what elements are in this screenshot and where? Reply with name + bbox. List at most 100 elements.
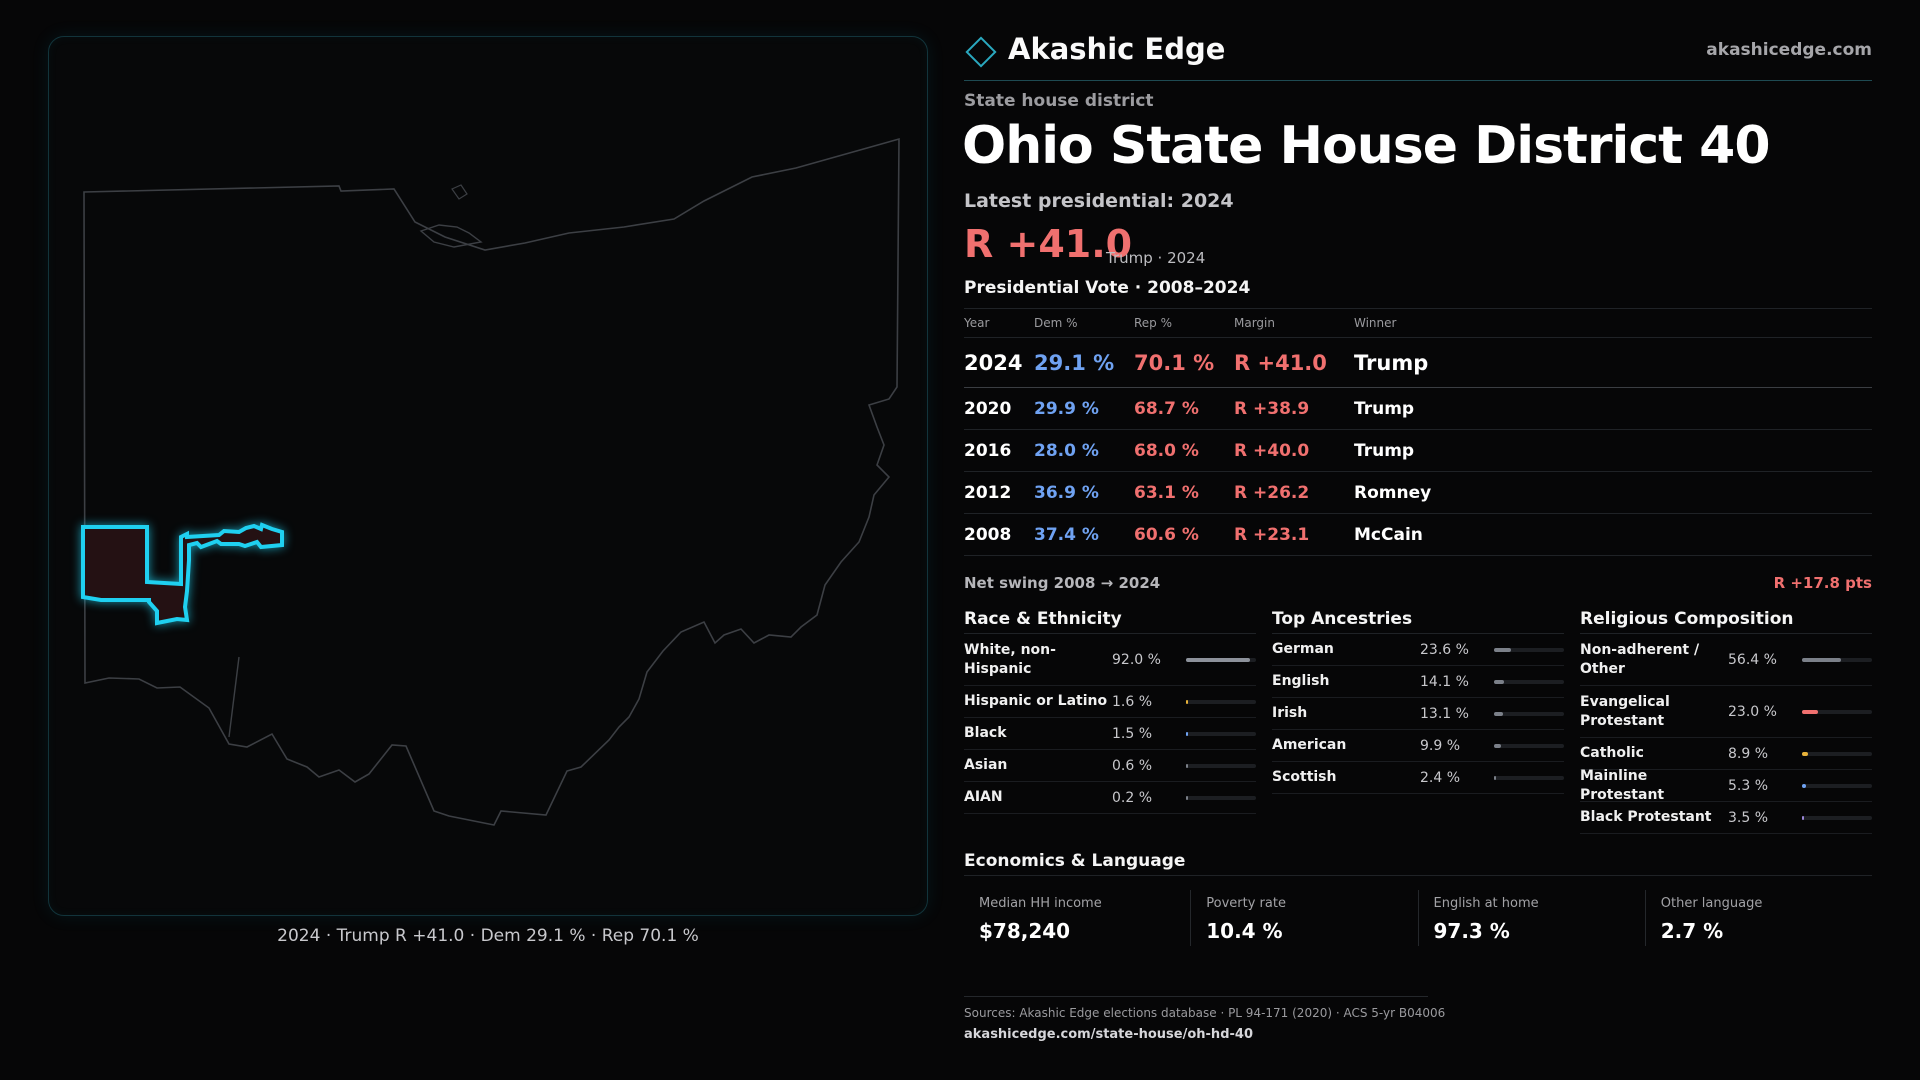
- list-item: Hispanic or Latino 1.6 %: [964, 686, 1256, 718]
- item-label: Scottish: [1272, 769, 1337, 785]
- econ-card: Median HH income $78,240: [964, 890, 1192, 946]
- item-value: 13.1 %: [1420, 705, 1469, 722]
- item-value: 0.2 %: [1112, 789, 1153, 806]
- site-url-link[interactable]: akashicedge.com: [1706, 40, 1872, 60]
- list-item: Non-adherent / Other 56.4 %: [1580, 634, 1872, 686]
- interior-boundary: [228, 656, 240, 738]
- page-title: Ohio State House District 40: [962, 116, 1771, 176]
- cell-rep: 70.1 %: [1134, 350, 1215, 375]
- cell-year: 2016: [964, 440, 1012, 461]
- item-bar-fill: [1494, 679, 1504, 684]
- item-label: German: [1272, 641, 1334, 657]
- item-bar-fill: [1186, 657, 1251, 662]
- cell-winner: Trump: [1354, 350, 1429, 375]
- econ-value: 2.7 %: [1660, 919, 1724, 943]
- item-bar: [1186, 763, 1256, 768]
- cell-winner: Trump: [1354, 440, 1415, 461]
- economics-title: Economics & Language: [964, 846, 1872, 876]
- econ-label: Median HH income: [979, 896, 1102, 911]
- list-item: American 9.9 %: [1272, 730, 1564, 762]
- econ-label: Poverty rate: [1206, 896, 1286, 911]
- race-ethnicity-section: Race & Ethnicity White, non-Hispanic 92.0…: [964, 604, 1256, 814]
- item-value: 23.0 %: [1728, 703, 1777, 720]
- item-bar-fill: [1802, 815, 1805, 820]
- item-label: Asian: [964, 757, 1008, 773]
- cell-margin: R +23.1: [1234, 524, 1310, 545]
- cell-rep: 68.0 %: [1134, 440, 1199, 461]
- item-label: American: [1272, 737, 1347, 753]
- footer-url-link[interactable]: akashicedge.com/state-house/oh-hd-40: [964, 1027, 1253, 1042]
- econ-value: 97.3 %: [1433, 919, 1510, 943]
- item-value: 1.5 %: [1112, 725, 1153, 742]
- economics-cards: Median HH income $78,240 Poverty rate 10.4 …: [964, 890, 1872, 946]
- item-bar: [1494, 711, 1564, 716]
- presidential-vote-title: Presidential Vote · 2008–2024: [964, 278, 1251, 298]
- latest-presidential-label: Latest presidential: 2024: [964, 190, 1234, 212]
- header-divider: [964, 80, 1872, 81]
- brand-name: Akashic Edge: [1008, 32, 1226, 66]
- item-bar-fill: [1494, 775, 1496, 780]
- cell-rep: 60.6 %: [1134, 524, 1199, 545]
- list-item: AIAN 0.2 %: [964, 782, 1256, 814]
- item-value: 8.9 %: [1728, 745, 1769, 762]
- item-value: 0.6 %: [1112, 757, 1153, 774]
- list-item: Black Protestant 3.5 %: [1580, 802, 1872, 834]
- item-value: 14.1 %: [1420, 673, 1469, 690]
- item-label: Hispanic or Latino: [964, 693, 1108, 709]
- item-label: White, non-Hispanic: [964, 641, 1056, 677]
- island-mark: [451, 184, 468, 200]
- cell-year: 2020: [964, 398, 1012, 419]
- table-row: 2012 36.9 % 63.1 % R +26.2 Romney: [964, 472, 1872, 514]
- religion-section: Religious Composition Non-adherent / Oth…: [1580, 604, 1872, 834]
- item-bar: [1186, 795, 1256, 800]
- item-bar-fill: [1802, 709, 1819, 714]
- district-40-highlight[interactable]: [81, 522, 284, 626]
- econ-value: 10.4 %: [1206, 919, 1283, 943]
- list-item: Evangelical Protestant 23.0 %: [1580, 686, 1872, 738]
- cell-margin: R +41.0: [1234, 350, 1327, 375]
- brand[interactable]: Akashic Edge: [964, 32, 1226, 68]
- cell-margin: R +26.2: [1234, 482, 1310, 503]
- item-bar-fill: [1494, 711, 1504, 716]
- item-label: AIAN: [964, 789, 1003, 805]
- econ-card: English at home 97.3 %: [1419, 890, 1646, 946]
- item-bar-fill: [1186, 763, 1188, 768]
- item-bar-fill: [1494, 743, 1501, 748]
- ohio-map-svg: [81, 137, 900, 826]
- ancestry-section: Top Ancestries German 23.6 % English 14.1 %…: [1272, 604, 1564, 794]
- item-bar: [1494, 743, 1564, 748]
- item-bar: [1186, 699, 1256, 704]
- lake-erie-islands: [419, 224, 483, 248]
- item-bar: [1802, 709, 1872, 714]
- headline-margin: R +41.0: [964, 222, 1133, 266]
- econ-card: Poverty rate 10.4 %: [1191, 890, 1419, 946]
- item-bar: [1802, 751, 1872, 756]
- cell-dem: 29.9 %: [1034, 398, 1099, 419]
- religion-title: Religious Composition: [1580, 604, 1872, 634]
- item-bar: [1186, 731, 1256, 736]
- item-bar-fill: [1494, 647, 1511, 652]
- cell-dem: 36.9 %: [1034, 482, 1099, 503]
- item-bar: [1802, 657, 1872, 662]
- col-dem: Dem %: [1034, 316, 1078, 330]
- sources-note: Sources: Akashic Edge elections database…: [964, 1006, 1446, 1020]
- item-label: Evangelical Protestant: [1580, 693, 1670, 729]
- district-map[interactable]: [48, 36, 928, 916]
- race-title: Race & Ethnicity: [964, 604, 1256, 634]
- table-row: 2024 29.1 % 70.1 % R +41.0 Trump: [964, 338, 1872, 388]
- list-item: Scottish 2.4 %: [1272, 762, 1564, 794]
- cell-winner: McCain: [1354, 524, 1423, 545]
- item-bar: [1494, 679, 1564, 684]
- col-rep: Rep %: [1134, 316, 1173, 330]
- list-item: White, non-Hispanic 92.0 %: [964, 634, 1256, 686]
- cell-winner: Romney: [1354, 482, 1432, 503]
- item-bar-fill: [1186, 731, 1188, 736]
- item-bar-fill: [1186, 699, 1188, 704]
- net-swing-value: R +17.8 pts: [1773, 574, 1872, 592]
- item-label: Black: [964, 725, 1007, 741]
- econ-label: English at home: [1433, 896, 1539, 911]
- diamond-icon: [965, 36, 997, 68]
- ancestry-title: Top Ancestries: [1272, 604, 1564, 634]
- item-bar: [1186, 657, 1256, 662]
- list-item: Irish 13.1 %: [1272, 698, 1564, 730]
